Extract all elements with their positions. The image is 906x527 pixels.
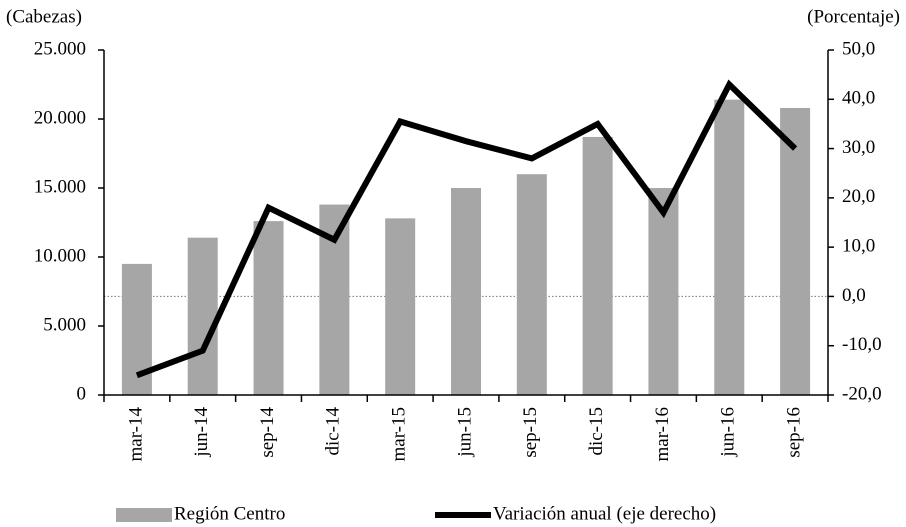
y2-tick-label: 10,0 <box>842 236 875 257</box>
y-tick-label: 20.000 <box>34 107 86 128</box>
y-tick-label: 0 <box>77 383 87 404</box>
x-tick-label: dic-14 <box>323 407 344 456</box>
y2-tick-label: 30,0 <box>842 137 875 158</box>
y2-tick-label: -10,0 <box>842 334 882 355</box>
x-tick-label: jun-15 <box>454 407 475 458</box>
y2-tick-label: 0,0 <box>842 285 866 306</box>
x-tick-label: jun-16 <box>718 407 739 458</box>
legend-swatch <box>116 508 172 522</box>
y-tick-label: 15.000 <box>34 176 86 197</box>
x-tick-label: sep-16 <box>783 407 804 458</box>
y2-tick-label: 20,0 <box>842 186 875 207</box>
bar <box>385 218 416 395</box>
bar <box>714 99 745 396</box>
y2-tick-label: 50,0 <box>842 38 875 59</box>
bar <box>582 136 613 395</box>
bar <box>516 174 547 395</box>
line <box>135 79 798 379</box>
bar <box>780 107 811 396</box>
x-tick-label: mar-16 <box>652 407 673 462</box>
y2-tick-label: 40,0 <box>842 88 875 109</box>
x-tick-label: jun-14 <box>191 407 212 458</box>
y-tick-label: 25.000 <box>34 38 86 59</box>
y-axis-title: (Cabezas) <box>6 6 82 27</box>
y2-axis-title: (Porcentaje) <box>807 6 900 27</box>
bar <box>253 221 284 395</box>
bar <box>121 263 152 395</box>
y-tick-label: 5.000 <box>43 314 86 335</box>
bar <box>648 188 679 395</box>
y-tick-label: 10.000 <box>34 245 86 266</box>
x-tick-label: mar-15 <box>389 407 410 462</box>
bar <box>451 188 481 395</box>
legend-label: Región Centro <box>174 503 285 524</box>
x-tick-label: dic-15 <box>586 407 607 456</box>
x-tick-label: sep-15 <box>520 407 541 458</box>
x-tick-label: sep-14 <box>257 407 278 458</box>
x-tick-label: mar-14 <box>125 407 146 462</box>
legend-label: Variación anual (eje derecho) <box>493 503 716 524</box>
bar <box>187 237 218 395</box>
y2-tick-label: -20,0 <box>842 383 882 404</box>
